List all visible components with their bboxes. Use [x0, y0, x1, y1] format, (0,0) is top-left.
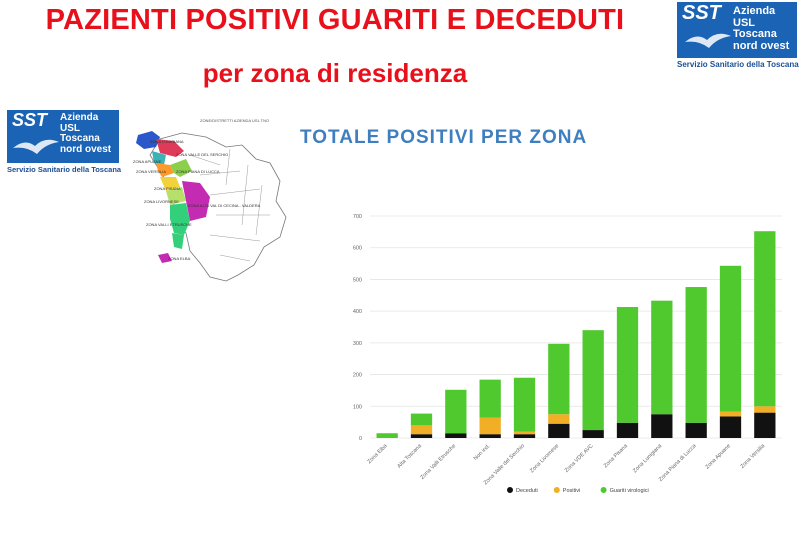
stacked-bar-chart: 0 100 200 300 400 500 600 700 Zona Elba Alta Tosc…: [353, 214, 782, 494]
bar-segment: [651, 300, 673, 415]
bar-segment: [376, 433, 398, 438]
map-label-livornese: ZONA LIVORNESE: [144, 199, 179, 204]
y-tick-label: 100: [353, 404, 362, 410]
x-tick-label: Zona Versilia: [740, 443, 767, 470]
bar-segment: [410, 425, 433, 435]
bar-segment: [479, 434, 501, 438]
legend-swatch: [553, 487, 560, 493]
y-tick-label: 300: [353, 341, 362, 347]
legend-swatch: [600, 487, 607, 493]
y-tick-label: 0: [359, 436, 362, 442]
map-label-valle-serchio: ZONA VALLE DEL SERCHIO: [176, 152, 229, 157]
bar-segment: [754, 231, 776, 407]
map-label-apuane: ZONA APUANE: [133, 159, 162, 164]
bar-segment: [651, 414, 673, 438]
x-tick-label: Zona Lunigiana: [632, 443, 664, 475]
bar-segment: [616, 307, 639, 423]
x-tick-label: Zona Livornese: [529, 443, 560, 474]
bar-segment: [616, 422, 639, 438]
map-label-pisana: ZONA PISANA: [154, 186, 181, 191]
page-subtitle: per zona di residenza: [202, 58, 468, 88]
bar-segment: [685, 287, 707, 423]
tuscany-map: [136, 131, 287, 282]
x-tick-label: Zona Valli Etrusche: [420, 443, 458, 481]
legend-label: Guariti virologici: [610, 488, 649, 494]
logo-footer: Servizio Sanitario della Toscana: [7, 165, 122, 174]
asl-logo-left: SST Azienda USL Toscana nord ovest Servizio…: [7, 110, 122, 176]
seagull-icon: [685, 33, 731, 48]
bar-segment: [685, 422, 707, 438]
bar-segment: [410, 413, 433, 426]
map-label-valdera: ZONA ALTA VAL DI CECINA - VALDERA: [188, 203, 261, 208]
map-label-lunigiana: ZONA LUNIGIANA: [150, 139, 184, 144]
bar-segment: [513, 434, 536, 438]
bar-segment: [513, 431, 536, 435]
page-title: PAZIENTI POSITIVI GUARITI E DECEDUTI: [45, 4, 625, 36]
x-tick-label: Zona Elba: [367, 443, 390, 466]
bar-segment: [754, 406, 776, 413]
bar-segment: [548, 343, 570, 415]
bar-segment: [548, 423, 570, 438]
bar-segment: [582, 330, 604, 431]
bar-segment: [719, 411, 742, 417]
chart-title: TOTALE POSITIVI PER ZONA: [300, 127, 588, 148]
bar-segment: [548, 414, 570, 424]
y-tick-label: 700: [353, 214, 362, 220]
bar-segment: [582, 430, 604, 438]
bar-segment: [719, 416, 742, 438]
bar-segment: [719, 265, 742, 412]
sst-mark: SST: [12, 110, 48, 130]
y-tick-label: 200: [353, 373, 362, 379]
map-label-piana-lucca: ZONA PIANA DI LUCCA: [176, 169, 220, 174]
x-tick-label: Zona VDE AVC: [564, 443, 595, 474]
bar-segment: [754, 412, 776, 438]
map-label-versilia: ZONA VERSILIA: [136, 169, 167, 174]
x-tick-label: Non ind.: [473, 443, 492, 462]
logo-text: Azienda USL Toscana nord ovest: [733, 5, 790, 52]
y-tick-label: 400: [353, 309, 362, 315]
x-tick-label: Zona Pisana: [603, 443, 630, 470]
legend-label: Deceduti: [516, 488, 538, 494]
x-tick-label: Alta Toscana: [396, 443, 423, 470]
map-label-valli-etrusche: ZONA VALLI ETRUSCHE: [146, 222, 192, 227]
sst-mark: SST: [682, 2, 721, 24]
bar-segment: [410, 434, 433, 438]
bar-segment: [479, 417, 501, 435]
y-tick-label: 600: [353, 246, 362, 252]
bar-segment: [445, 433, 467, 438]
bar-segment: [479, 379, 501, 418]
y-tick-label: 500: [353, 277, 362, 283]
map-label-elba: ZONA ELBA: [168, 256, 191, 261]
seagull-icon: [13, 139, 59, 154]
legend-label: Positivi: [563, 488, 580, 494]
logo-footer: Servizio Sanitario della Toscana: [677, 60, 799, 69]
x-tick-label: Zona Apuane: [705, 443, 732, 470]
legend-swatch: [507, 487, 513, 493]
logo-text: Azienda USL Toscana nord ovest: [60, 112, 112, 155]
map-title: ZONE/DISTRETTI AZIENDA USL TNO: [200, 118, 270, 123]
bar-segment: [513, 377, 536, 432]
x-tick-label: Zona Piana di Lucca: [658, 443, 698, 483]
bar-segment: [445, 389, 467, 434]
asl-logo-top: SST Azienda USL Toscana nord ovest Servizio…: [677, 2, 799, 72]
